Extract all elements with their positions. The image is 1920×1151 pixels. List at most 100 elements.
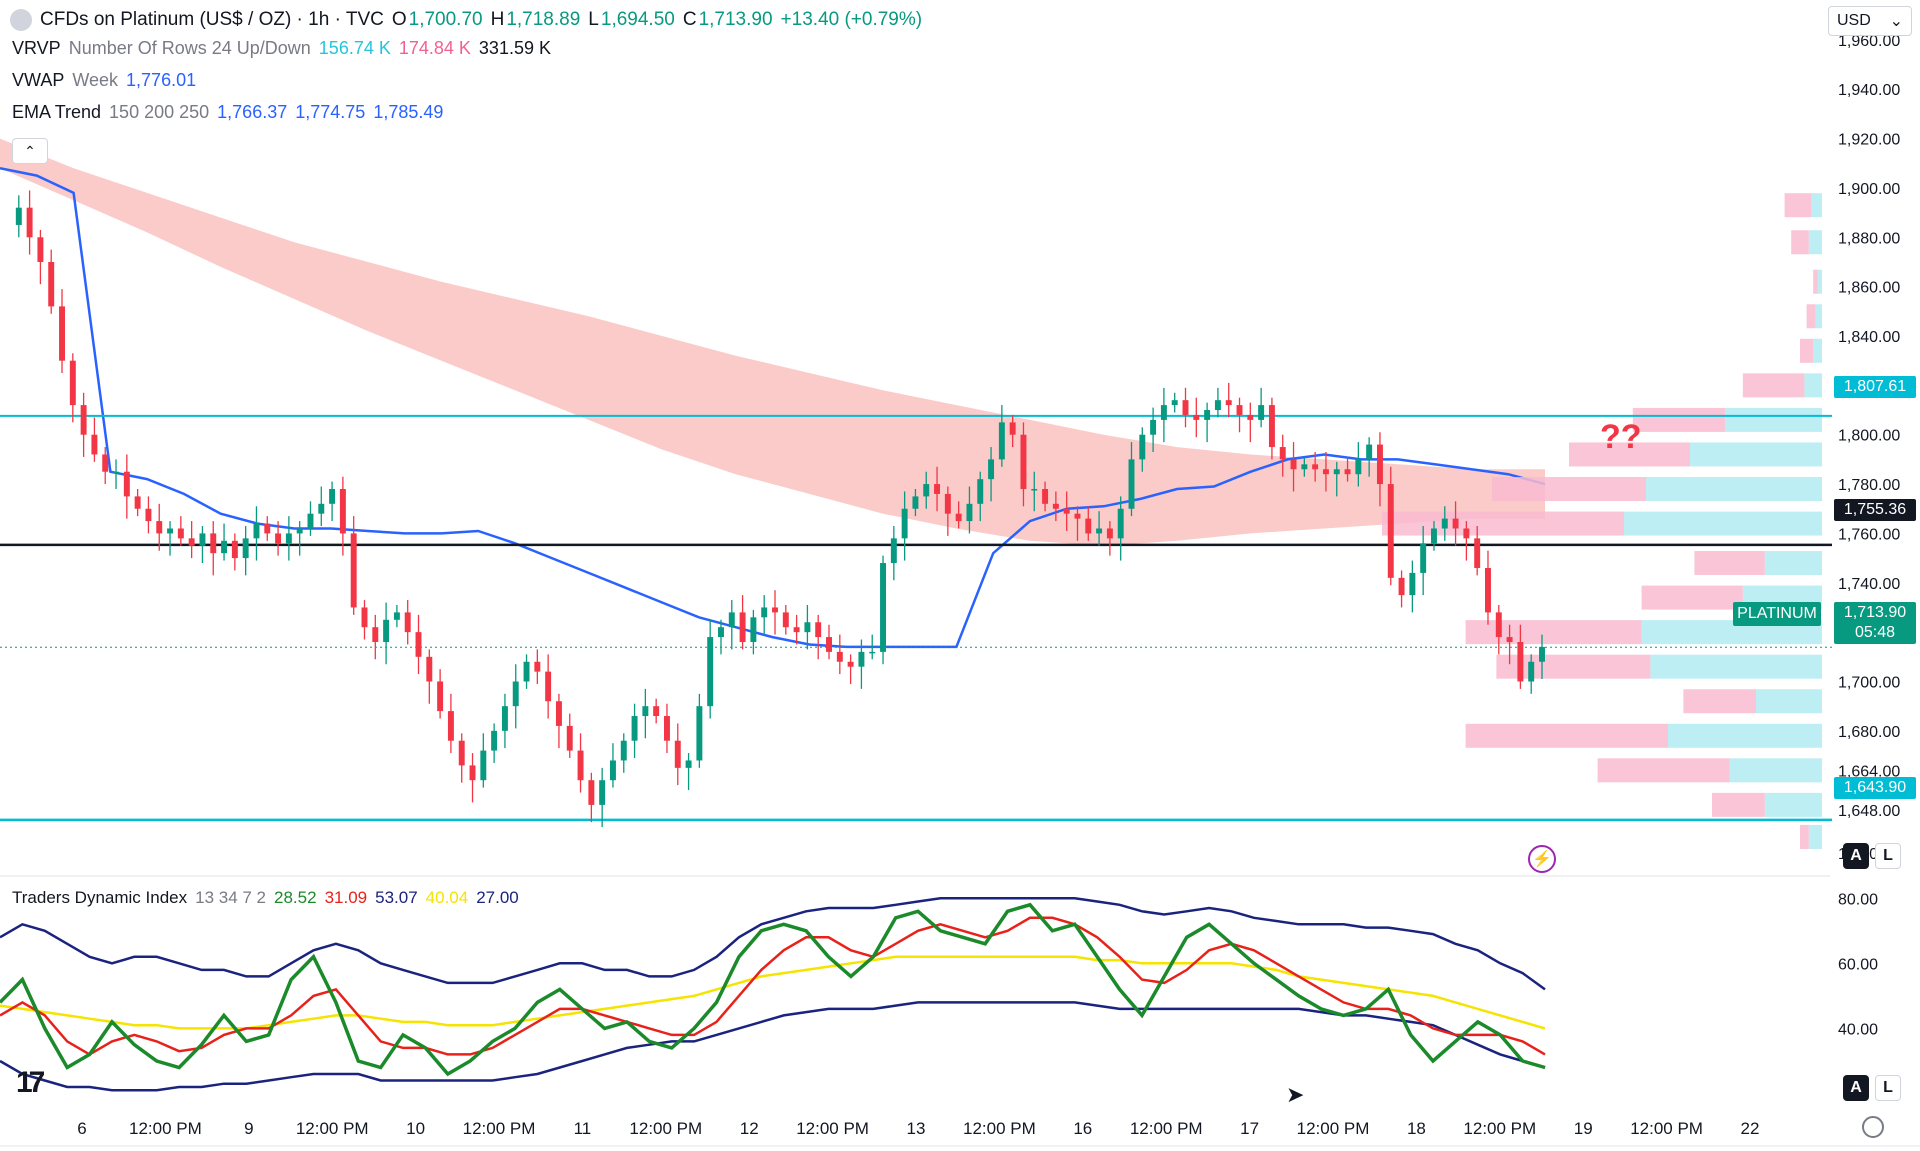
vrvp-up: 156.74 K xyxy=(318,38,391,58)
candle-up xyxy=(480,750,487,781)
candle-down xyxy=(404,612,411,633)
candle-down xyxy=(1042,489,1049,504)
vrvp-legend[interactable]: VRVP Number Of Rows 24 Up/Down 156.74 K … xyxy=(12,38,551,59)
y-tick-label: 1,680.00 xyxy=(1838,724,1900,741)
candle-down xyxy=(59,306,65,361)
chevron-down-icon: ⌄ xyxy=(1889,13,1903,30)
collapse-legend-button[interactable]: ⌃ xyxy=(12,138,48,164)
candle-down xyxy=(1182,400,1189,415)
close-label: C xyxy=(682,9,697,30)
candle-up xyxy=(718,627,724,638)
tdi-indicator: 80.00 60.00 40.00 xyxy=(0,891,1878,1092)
volume-profile-up-bar xyxy=(1815,304,1822,329)
candle-up xyxy=(296,528,303,534)
volume-profile-down-bar xyxy=(1800,338,1814,363)
candle-down xyxy=(793,627,800,633)
candle-down xyxy=(415,632,422,657)
candle-up xyxy=(1355,459,1362,475)
candle-down xyxy=(1290,459,1297,470)
candle-down xyxy=(1052,503,1059,509)
candle-up xyxy=(1301,464,1308,470)
volume-profile-down-bar xyxy=(1683,689,1756,714)
candle-up xyxy=(869,651,876,654)
candle-up xyxy=(998,422,1005,460)
candle-down xyxy=(458,740,465,766)
candle-down xyxy=(653,706,660,717)
settings-gear-icon[interactable] xyxy=(1862,1116,1884,1138)
symbol-icon[interactable] xyxy=(10,9,32,31)
x-tick-label: 12:00 PM xyxy=(1630,1119,1703,1138)
candle-down xyxy=(350,533,357,608)
x-tick-label: 19 xyxy=(1574,1119,1593,1138)
ema-legend[interactable]: EMA Trend 150 200 250 1,766.37 1,774.75 … xyxy=(12,102,443,123)
candle-up xyxy=(620,740,627,761)
candle-up xyxy=(858,651,865,667)
vwap-value: 1,776.01 xyxy=(126,70,197,90)
candle-up xyxy=(318,503,325,514)
y-tick-label: 1,940.00 xyxy=(1838,82,1900,99)
candle-down xyxy=(339,489,346,534)
candle-down xyxy=(437,681,444,712)
y-tick-label: 1,740.00 xyxy=(1838,576,1900,593)
volume-profile-down-bar xyxy=(1784,193,1811,218)
symbol-title[interactable]: CFDs on Platinum (US$ / OZ) · 1h · TVC xyxy=(40,9,384,30)
candle-up xyxy=(890,538,897,564)
volume-profile-down-bar xyxy=(1742,373,1805,398)
candle-down xyxy=(275,533,282,544)
volume-profile-down-bar xyxy=(1641,585,1743,610)
currency-select[interactable]: USD ⌄ xyxy=(1828,6,1912,36)
volume-profile-up-bar xyxy=(1764,792,1822,817)
volume-profile-up-bar xyxy=(1764,551,1822,576)
y-tick-label: 1,880.00 xyxy=(1838,230,1900,247)
candle-down xyxy=(1398,577,1405,596)
ema-150: 1,766.37 xyxy=(217,102,288,122)
x-tick-label: 12:00 PM xyxy=(1463,1119,1536,1138)
question-annotation[interactable]: ?? xyxy=(1600,418,1642,456)
x-tick-label: 12:00 PM xyxy=(1130,1119,1203,1138)
candle-up xyxy=(804,622,811,633)
y-tick-label: 1,860.00 xyxy=(1838,280,1900,297)
candle-down xyxy=(836,651,843,662)
y-tick-label: 1,900.00 xyxy=(1838,181,1900,198)
y-tick-label: 1,780.00 xyxy=(1838,477,1900,494)
candle-up xyxy=(253,523,260,539)
candle-down xyxy=(134,496,141,509)
volume-profile-down-bar xyxy=(1465,620,1642,645)
tdi-log-scale-button[interactable]: L xyxy=(1875,1075,1901,1101)
candle-up xyxy=(977,479,984,504)
x-tick-label: 13 xyxy=(907,1119,926,1138)
volume-profile-down-bar xyxy=(1806,304,1816,329)
tdi-y-tick-label: 40.00 xyxy=(1838,1021,1878,1038)
candle-down xyxy=(1193,414,1200,420)
candle-down xyxy=(48,261,55,307)
tdi-auto-scale-button[interactable]: A xyxy=(1843,1075,1869,1101)
y-tick-label: 1,920.00 xyxy=(1838,132,1900,149)
lightning-icon[interactable]: ⚡ xyxy=(1528,845,1556,873)
candle-up xyxy=(1204,410,1211,420)
ema-params: 150 200 250 xyxy=(109,102,210,122)
tradingview-logo-icon[interactable]: 17 xyxy=(16,1066,45,1099)
candle-up xyxy=(15,207,22,225)
candle-down xyxy=(1312,464,1319,470)
x-tick-label: 12:00 PM xyxy=(129,1119,202,1138)
auto-scale-button[interactable]: A xyxy=(1843,843,1869,869)
candle-down xyxy=(1495,612,1502,638)
vwap-legend[interactable]: VWAP Week 1,776.01 xyxy=(12,70,196,91)
tdi-legend[interactable]: Traders Dynamic Index 13 34 7 2 28.52 31… xyxy=(12,888,519,908)
ema-200: 1,774.75 xyxy=(295,102,366,122)
candle-up xyxy=(501,706,508,731)
candle-down xyxy=(664,716,670,741)
y-tick-label: 1,664.00 xyxy=(1838,763,1900,780)
x-tick-label: 10 xyxy=(406,1119,425,1138)
candle-down xyxy=(1225,400,1232,406)
candle-up xyxy=(1420,543,1427,573)
volume-profile-up-bar xyxy=(1624,511,1822,536)
log-scale-button[interactable]: L xyxy=(1875,843,1901,869)
open-value: 1,700.70 xyxy=(408,9,483,30)
x-tick-label: 9 xyxy=(244,1119,253,1138)
candle-down xyxy=(1322,469,1329,475)
mouse-cursor-icon: ➤ xyxy=(1286,1082,1305,1107)
candle-up xyxy=(1031,489,1038,491)
volume-profile xyxy=(1382,193,1822,849)
